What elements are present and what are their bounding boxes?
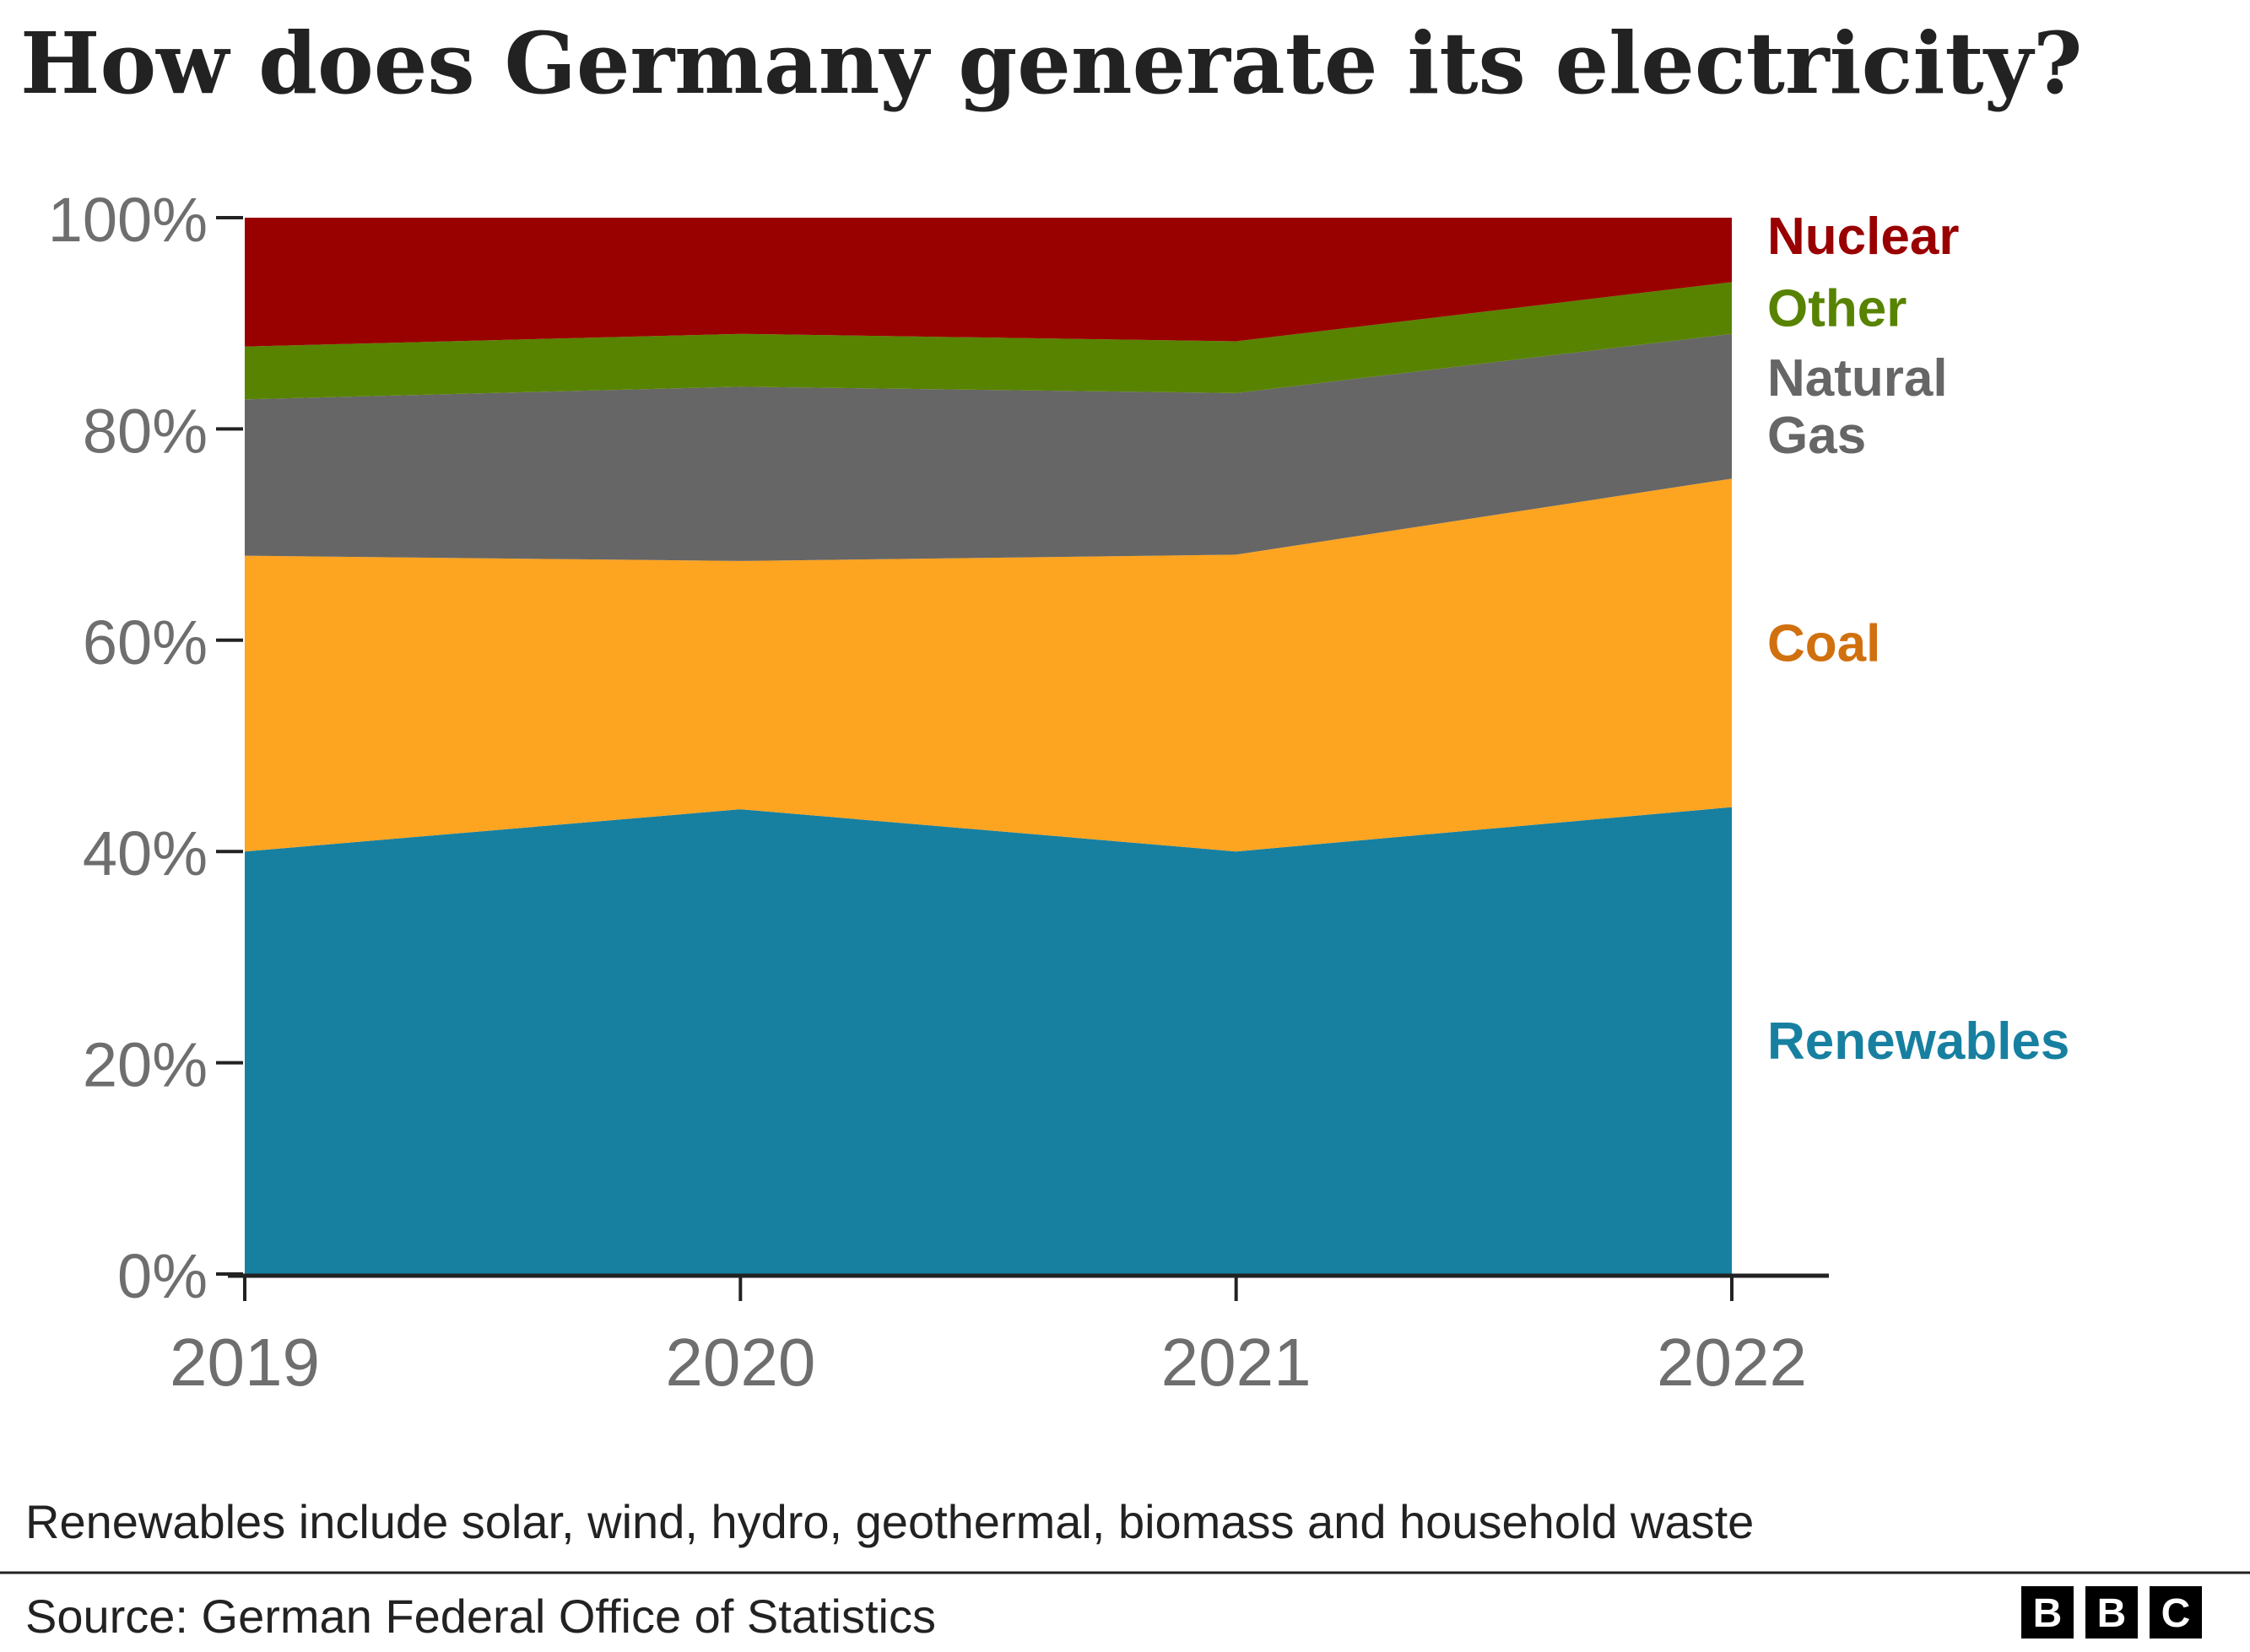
- x-tick-label: 2020: [665, 1325, 815, 1400]
- footnote: Renewables include solar, wind, hydro, g…: [25, 1495, 1754, 1548]
- source-text: Source: German Federal Office of Statist…: [25, 1590, 936, 1643]
- area-natural-gas: [245, 333, 1732, 561]
- logo-block: [2085, 1586, 2138, 1639]
- x-tick-label: 2019: [170, 1325, 320, 1400]
- area-coal: [245, 478, 1732, 852]
- logo-letter: B: [2033, 1591, 2063, 1636]
- logo-block: [2150, 1586, 2202, 1639]
- series-label-natural-gas: Natural Gas: [1767, 349, 1948, 465]
- x-tick-label: 2022: [1657, 1325, 1807, 1400]
- area-renewables: [245, 807, 1732, 1274]
- axes: 0% 20% 40% 60% 80% 100% 2019 2020 2021 2022: [48, 185, 1829, 1400]
- series-label-nuclear: Nuclear: [1767, 208, 1959, 266]
- area-other: [245, 282, 1732, 400]
- area-nuclear: [245, 218, 1732, 347]
- y-tick-label: 100%: [48, 185, 208, 255]
- series-label-coal: Coal: [1767, 615, 1880, 673]
- x-tick-label: 2021: [1161, 1325, 1312, 1400]
- chart-title: How does Germany generate its electricit…: [20, 13, 2082, 113]
- y-tick-label: 60%: [83, 607, 208, 678]
- logo-block: [2021, 1586, 2074, 1639]
- series-labels: Renewables Coal Natural Gas Other Nuclear: [1767, 208, 2069, 1071]
- stacked-areas: [245, 218, 1732, 1274]
- y-tick-label: 40%: [83, 818, 208, 888]
- y-tick-label: 20%: [83, 1030, 208, 1100]
- series-label-renewables: Renewables: [1767, 1012, 2069, 1071]
- y-tick-label: 80%: [83, 396, 208, 466]
- logo-letter: C: [2161, 1591, 2191, 1636]
- series-label-other: Other: [1767, 280, 1907, 338]
- logo-letter: B: [2097, 1591, 2127, 1636]
- y-tick-label: 0%: [117, 1241, 208, 1311]
